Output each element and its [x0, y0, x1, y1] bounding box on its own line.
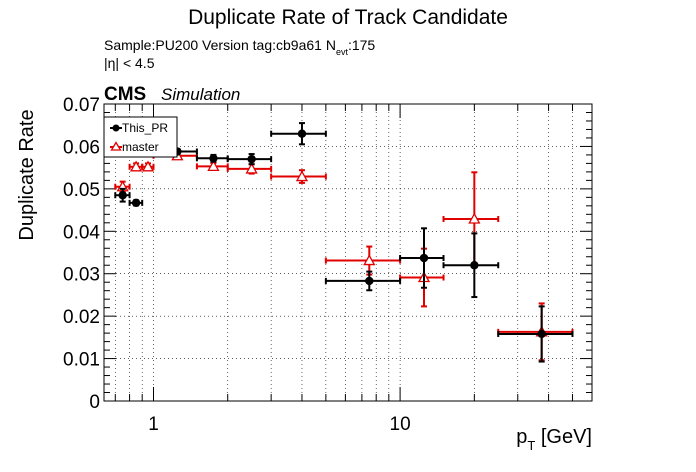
- data-point: [419, 253, 429, 263]
- data-point: [141, 160, 155, 172]
- data-point: [295, 170, 309, 182]
- data-point: [247, 154, 256, 164]
- y-tick-label: 0.04: [63, 222, 100, 243]
- series-this-pr: [114, 122, 574, 363]
- y-tick-label: 0.06: [63, 137, 100, 158]
- legend-marker-master: [110, 141, 122, 151]
- chart-title: Duplicate Rate of Track Candidate: [188, 6, 508, 29]
- sample-info-suffix: :175: [348, 37, 375, 53]
- x-axis-label-subscript: T: [527, 438, 535, 453]
- series-layer: [114, 122, 574, 363]
- eta-cut-label: |η| < 4.5: [104, 55, 155, 71]
- plot-frame: [103, 103, 593, 402]
- cms-label: CMS: [104, 84, 146, 105]
- x-tick-label: 1: [148, 414, 159, 435]
- data-point: [245, 162, 258, 174]
- y-tick-label: 0.05: [63, 180, 100, 201]
- simulation-label: Simulation: [161, 85, 240, 104]
- data-point: [365, 276, 374, 286]
- y-tick-label: 0.07: [63, 95, 100, 116]
- data-point: [209, 154, 218, 163]
- data-point: [118, 191, 127, 200]
- axis-layer: 0 0.01 0.02 0.03 0.04 0.05 0.06 0.07 1 10: [63, 95, 593, 435]
- x-axis-label-main: p: [516, 426, 527, 448]
- y-tick-label: 0.02: [63, 307, 100, 328]
- data-point: [363, 254, 376, 266]
- legend-entry-this-pr: This_PR: [110, 121, 168, 135]
- legend-entry-master: master: [110, 140, 159, 154]
- x-axis-label-unit: [GeV]: [535, 426, 592, 448]
- legend-marker-this-pr: [112, 124, 120, 132]
- x-axis-label: pT [GeV]: [516, 426, 592, 453]
- data-point: [468, 212, 481, 224]
- x-tick-label: 10: [390, 414, 411, 435]
- data-point: [297, 129, 307, 138]
- data-point: [129, 160, 143, 172]
- data-point: [131, 198, 141, 208]
- y-axis-label: Duplicate Rate: [16, 109, 38, 240]
- y-tick-label: 0.03: [63, 265, 100, 286]
- legend-label-this-pr: This_PR: [122, 121, 168, 135]
- sample-info-prefix: Sample:PU200 Version tag:cb9a61 N: [104, 37, 336, 53]
- sample-info-subscript: evt: [336, 47, 349, 57]
- series-master: [114, 149, 574, 362]
- data-point: [537, 329, 546, 339]
- y-tick-label: 0: [89, 392, 100, 413]
- sample-info: Sample:PU200 Version tag:cb9a61 Nevt:175: [104, 37, 375, 57]
- legend-label-master: master: [122, 140, 159, 154]
- data-point: [470, 261, 479, 270]
- data-point: [207, 160, 220, 172]
- y-tick-label: 0.01: [63, 350, 100, 371]
- legend: This_PR master: [103, 116, 178, 158]
